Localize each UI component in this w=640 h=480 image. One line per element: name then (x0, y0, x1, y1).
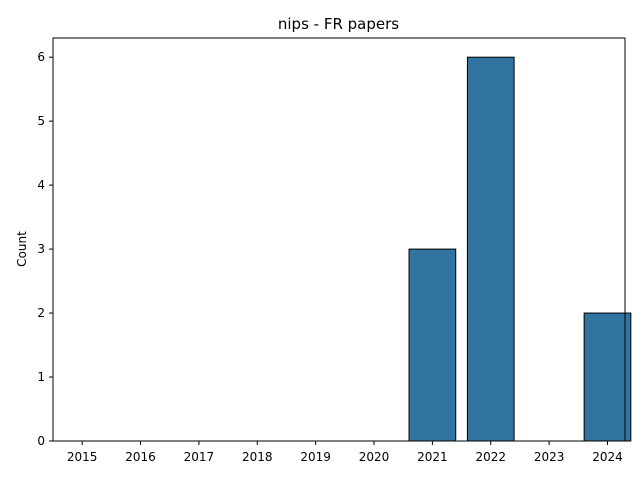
x-tick-label: 2023 (534, 450, 565, 464)
y-tick-label: 1 (37, 370, 45, 384)
axis-spines (52, 37, 626, 442)
x-tick-label: 2024 (592, 450, 623, 464)
x-tick-label: 2017 (184, 450, 215, 464)
bar-2021 (408, 248, 457, 442)
y-tick-label: 0 (37, 434, 45, 448)
y-tick-label: 5 (37, 114, 45, 128)
x-tick-label: 2019 (300, 450, 331, 464)
y-tick-label: 6 (37, 50, 45, 64)
y-tick-label: 3 (37, 242, 45, 256)
y-axis-label: Count (15, 231, 29, 267)
x-ticks-group: 2015 2016 2017 2018 2019 2020 2021 2022 2023 2024 (67, 441, 623, 464)
x-tick-label: 2022 (475, 450, 506, 464)
y-tick-label: 2 (37, 306, 45, 320)
bars-group (408, 56, 632, 442)
y-tick-label: 4 (37, 178, 45, 192)
bar-2022 (466, 56, 515, 442)
plot-frame (52, 37, 626, 442)
x-tick-label: 2015 (67, 450, 98, 464)
x-tick-label: 2018 (242, 450, 273, 464)
x-tick-label: 2021 (417, 450, 448, 464)
x-tick-label: 2020 (359, 450, 390, 464)
bar-2024 (583, 312, 632, 442)
x-tick-label: 2016 (125, 450, 156, 464)
y-ticks-group: 0 1 2 3 4 5 6 (37, 50, 53, 448)
chart-title: nips - FR papers (278, 15, 399, 33)
